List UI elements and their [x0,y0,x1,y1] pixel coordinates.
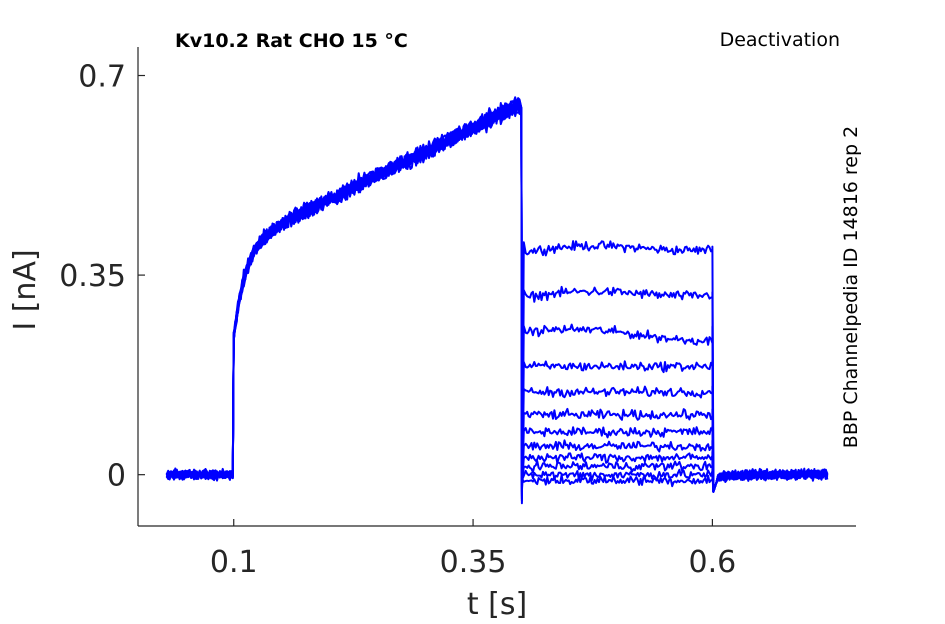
current-trace [165,103,828,493]
current-trace [165,97,829,498]
traces-layer [165,96,829,505]
current-trace [165,97,829,500]
x-tick-label: 0.1 [210,545,258,580]
current-trace [165,104,829,505]
y-tick-label: 0 [107,459,126,494]
x-tick-label: 0.35 [440,545,507,580]
current-trace [165,99,829,502]
y-tick-label: 0.7 [78,60,126,95]
y-ticks: 0 0.35 0.7 [59,60,145,494]
x-axis-label: t [s] [467,587,527,622]
current-trace [166,104,829,496]
current-trace [165,104,829,493]
y-tick-label: 0.35 [59,259,126,294]
current-trace [165,100,829,493]
y-axis-label: I [nA] [8,249,43,330]
x-ticks: 0.1 0.35 0.6 [210,519,736,580]
chart-title: Kv10.2 Rat CHO 15 °C [175,30,408,52]
current-trace [166,97,829,493]
x-tick-label: 0.6 [689,545,737,580]
protocol-label: Deactivation [720,29,840,51]
current-trace [165,99,829,493]
current-trace [166,96,829,493]
source-label: BBP Channelpedia ID 14816 rep 2 [840,126,862,448]
current-trace [165,103,829,493]
